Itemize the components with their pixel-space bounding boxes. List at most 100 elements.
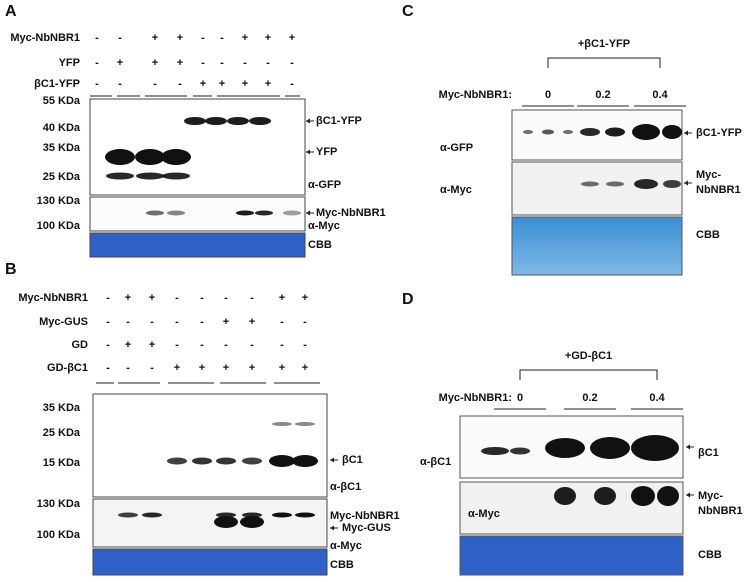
sign: - — [175, 339, 179, 351]
dose: 0.4 — [649, 392, 665, 404]
band — [142, 512, 162, 518]
sign: + — [125, 339, 131, 351]
sign: + — [177, 32, 183, 44]
band — [184, 117, 206, 125]
arrow-head — [306, 210, 310, 216]
arrow-head — [306, 118, 310, 124]
cbb-stain — [92, 548, 328, 576]
band — [240, 516, 264, 528]
band — [161, 149, 191, 165]
band — [136, 172, 164, 180]
band — [255, 210, 273, 216]
band — [594, 487, 616, 505]
row-label: Myc-NbNBR1 — [18, 292, 88, 304]
marker-label: 130 KDa — [37, 195, 81, 207]
band — [542, 129, 554, 135]
sign: + — [200, 78, 206, 90]
band-label: βC1 — [342, 454, 363, 466]
sign: - — [220, 32, 224, 44]
sign: - — [280, 339, 284, 351]
sign: - — [175, 292, 179, 304]
blot — [92, 498, 328, 548]
sign: + — [302, 292, 308, 304]
sign: + — [289, 32, 295, 44]
sign: + — [177, 57, 183, 69]
band-label: CBB — [330, 559, 354, 571]
band-label: CBB — [696, 229, 720, 241]
band — [105, 149, 135, 165]
sign: - — [118, 32, 122, 44]
sign: - — [303, 316, 307, 328]
sign: - — [106, 339, 110, 351]
band-label: NbNBR1 — [698, 505, 743, 517]
sign: - — [200, 316, 204, 328]
panel-letter: D — [402, 291, 414, 308]
band-label: Myc- — [698, 490, 723, 502]
sign: + — [279, 292, 285, 304]
row-label: βC1-YFP — [34, 78, 80, 90]
band — [632, 124, 660, 140]
row-label: Myc-NbNBR1 — [10, 32, 80, 44]
row-label: Myc-GUS — [39, 316, 88, 328]
sign: + — [117, 57, 123, 69]
sign: + — [279, 362, 285, 374]
sign: + — [149, 292, 155, 304]
band — [283, 210, 301, 216]
panel-letter: B — [5, 261, 17, 278]
band-label: Myc- — [696, 169, 721, 181]
blot — [511, 161, 683, 216]
band-label: βC1 — [698, 447, 719, 459]
band — [227, 117, 249, 125]
sign: + — [242, 32, 248, 44]
sign: - — [201, 32, 205, 44]
sign: + — [152, 32, 158, 44]
band — [205, 117, 227, 125]
sign: - — [290, 78, 294, 90]
sign: + — [265, 78, 271, 90]
band-label: Myc-GUS — [342, 522, 391, 534]
band — [580, 128, 600, 136]
row-label: YFP — [59, 57, 80, 69]
dose: 0.4 — [652, 89, 668, 101]
treatment-label: +GD-βC1 — [565, 350, 612, 362]
cbb-stain — [511, 216, 683, 276]
band — [631, 435, 679, 461]
bracket — [547, 57, 661, 68]
band — [295, 512, 315, 518]
marker-label: 35 KDa — [43, 142, 81, 154]
bracket — [519, 369, 658, 380]
row-label: Myc-NbNBR1: — [439, 89, 512, 101]
sign: - — [95, 32, 99, 44]
sign: - — [266, 57, 270, 69]
treatment-label: +βC1-YFP — [578, 38, 630, 50]
band — [135, 149, 165, 165]
sign: - — [290, 57, 294, 69]
band — [523, 130, 533, 134]
row-label: GD-βC1 — [47, 362, 88, 374]
sign: + — [174, 362, 180, 374]
band-label: α-Myc — [330, 540, 362, 552]
marker-label: 25 KDa — [43, 427, 81, 439]
sign: - — [280, 316, 284, 328]
marker-label: 100 KDa — [37, 529, 81, 541]
marker-label: 130 KDa — [37, 498, 81, 510]
band — [662, 125, 682, 139]
band-label: α-Myc — [308, 220, 340, 232]
band-label: βC1-YFP — [316, 115, 362, 127]
sign: - — [106, 316, 110, 328]
sign: + — [199, 362, 205, 374]
sign: - — [200, 292, 204, 304]
band — [216, 512, 236, 518]
band — [563, 130, 573, 134]
band — [510, 447, 530, 455]
sign: - — [106, 292, 110, 304]
band — [192, 457, 212, 465]
antibody-label: α-Myc — [468, 508, 500, 520]
blot — [92, 393, 328, 498]
band — [214, 516, 238, 528]
sign: - — [118, 78, 122, 90]
panel-letter: C — [402, 3, 414, 20]
band — [295, 422, 315, 426]
arrow-head — [306, 149, 310, 155]
band — [663, 180, 681, 188]
